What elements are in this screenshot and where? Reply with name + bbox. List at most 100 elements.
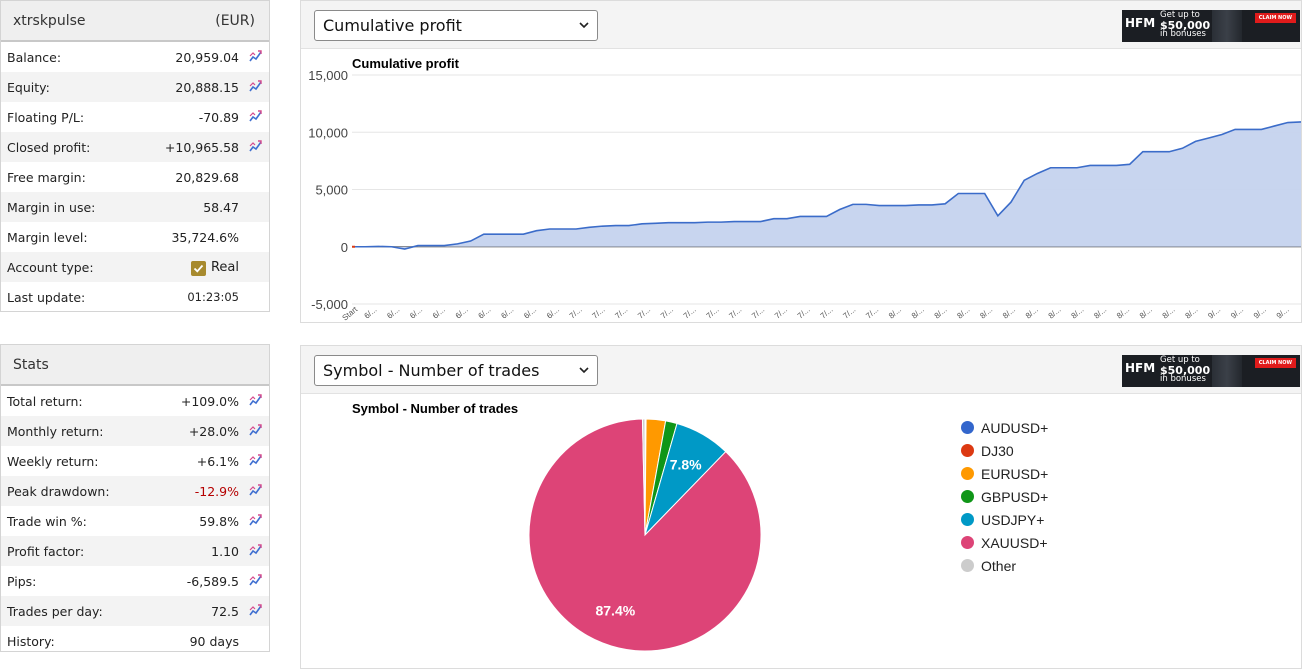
stat-row: Trade win %: 59.8%	[1, 506, 269, 536]
legend-label: USDJPY+	[981, 511, 1045, 528]
stat-row: Margin in use: 58.47	[1, 192, 269, 222]
ic-slot	[239, 423, 263, 440]
x-tick-label: 8/...	[933, 305, 949, 320]
ad-claim-button[interactable]: CLAIM NOW	[1254, 358, 1296, 368]
ad-line1: Get up to	[1160, 10, 1200, 20]
stat-row: Weekly return: +6.1%	[1, 446, 269, 476]
chart-pen-icon[interactable]	[249, 49, 263, 66]
x-tick-label: 6/...	[477, 305, 493, 320]
legend-item[interactable]: USDJPY+	[961, 508, 1048, 531]
legend-item[interactable]: GBPUSD+	[961, 485, 1048, 508]
y-tick-label: 5,000	[315, 183, 348, 198]
x-tick-label: 9/...	[1206, 305, 1222, 320]
stats-panel: Stats Total return: +109.0% Monthly return…	[0, 344, 270, 652]
ic-slot	[239, 483, 263, 500]
chart-type-select[interactable]: Cumulative profit	[314, 10, 598, 41]
stat-label: Balance:	[7, 49, 62, 65]
stat-row: Total return: +109.0%	[1, 386, 269, 416]
stat-value: 20,829.68	[175, 169, 239, 185]
chart-pen-icon[interactable]	[249, 513, 263, 530]
hfm-logo: HFM	[1125, 16, 1156, 30]
legend-label: DJ30	[981, 442, 1014, 459]
symbol-pie-chart: Symbol - Number of trades 7.8% 87.4%	[352, 401, 762, 652]
x-tick-label: 7/...	[705, 305, 721, 320]
chart-title: Cumulative profit	[352, 56, 460, 71]
ad-line2: $50,000	[1160, 363, 1211, 377]
hfm-ad-banner[interactable]: HFM Get up to $50,000 in bonuses CLAIM N…	[1122, 10, 1300, 42]
x-tick-label: 8/...	[955, 305, 971, 320]
legend-item[interactable]: DJ30	[961, 439, 1048, 462]
stat-row: Floating P/L: -70.89	[1, 102, 269, 132]
x-tick-label: 8/...	[978, 305, 994, 320]
x-tick-label: 8/...	[910, 305, 926, 320]
chart-pen-icon[interactable]	[249, 139, 263, 156]
x-tick-label: 6/...	[522, 305, 538, 320]
x-tick-label: 8/...	[1183, 305, 1199, 320]
stat-row: Balance: 20,959.04	[1, 42, 269, 72]
stat-value: 90 days	[189, 633, 239, 649]
stat-row: Account type: Real	[1, 252, 269, 282]
chart-title: Symbol - Number of trades	[352, 401, 518, 416]
ad-line1: Get up to	[1160, 355, 1200, 365]
stat-row: Peak drawdown: -12.9%	[1, 476, 269, 506]
ad-line3: in bonuses	[1160, 29, 1206, 39]
chart-pen-icon[interactable]	[249, 79, 263, 96]
stat-value: 1.10	[211, 543, 239, 559]
legend-swatch	[961, 536, 974, 549]
legend-item[interactable]: Other	[961, 554, 1048, 577]
account-currency: (EUR)	[215, 12, 255, 29]
chart-pen-icon[interactable]	[249, 453, 263, 470]
stat-value: +109.0%	[180, 393, 239, 409]
slice-label: 87.4%	[595, 603, 635, 619]
profit-area	[352, 121, 1301, 250]
hfm-logo: HFM	[1125, 361, 1156, 375]
cumulative-profit-chart: 15,000 10,000 5,000 0 -5,000 Cumulative profi…	[308, 56, 1302, 323]
ad-claim-button[interactable]: CLAIM NOW	[1254, 13, 1296, 23]
symbol-chart-panel: Symbol - Number of trades HFM Get up to …	[300, 345, 1302, 669]
legend-label: EURUSD+	[981, 465, 1049, 482]
x-tick-label: 7/...	[841, 305, 857, 320]
legend-item[interactable]: XAUUSD+	[961, 531, 1048, 554]
x-tick-label: 8/...	[1069, 305, 1085, 320]
stat-row: Monthly return: +28.0%	[1, 416, 269, 446]
stat-label: Last update:	[7, 289, 86, 305]
ic-slot	[239, 603, 263, 620]
chart-pen-icon[interactable]	[249, 423, 263, 440]
chart-pen-icon[interactable]	[249, 603, 263, 620]
stat-label: Total return:	[7, 393, 83, 409]
x-tick-label: 8/...	[1047, 305, 1063, 320]
x-tick-label: 9/...	[1252, 305, 1268, 320]
chart-pen-icon[interactable]	[249, 573, 263, 590]
ad-image	[1212, 10, 1242, 42]
x-tick-label: 7/...	[727, 305, 743, 320]
stat-label: Free margin:	[7, 169, 86, 185]
chart-pen-icon[interactable]	[249, 483, 263, 500]
legend-label: Other	[981, 557, 1017, 574]
stat-row: Margin level: 35,724.6%	[1, 222, 269, 252]
symbol-chart-select-value: Symbol - Number of trades	[323, 361, 540, 380]
stat-value: 72.5	[211, 603, 239, 619]
hfm-ad-banner[interactable]: HFM Get up to $50,000 in bonuses CLAIM N…	[1122, 355, 1300, 387]
symbol-chart-select[interactable]: Symbol - Number of trades	[314, 355, 598, 386]
legend-item[interactable]: AUDUSD+	[961, 416, 1048, 439]
account-panel: xtrskpulse (EUR) Balance: 20,959.04 Equity…	[0, 0, 270, 312]
ic-slot	[239, 109, 263, 126]
stat-value: -6,589.5	[186, 573, 239, 589]
x-tick-label: 6/...	[499, 305, 515, 320]
account-rows: Balance: 20,959.04 Equity: 20,888.15 Floatin…	[1, 42, 269, 312]
x-tick-label: 8/...	[1092, 305, 1108, 320]
stat-row: Closed profit: +10,965.58	[1, 132, 269, 162]
ic-slot	[239, 49, 263, 66]
x-tick-label: 8/...	[1138, 305, 1154, 320]
ic-slot	[239, 393, 263, 410]
chart-pen-icon[interactable]	[249, 393, 263, 410]
x-tick-label: 7/...	[568, 305, 584, 320]
chart-pen-icon[interactable]	[249, 109, 263, 126]
stat-row: Free margin: 20,829.68	[1, 162, 269, 192]
legend-swatch	[961, 513, 974, 526]
chart-pen-icon[interactable]	[249, 543, 263, 560]
x-tick-label: 6/...	[385, 305, 401, 320]
stat-label: Margin in use:	[7, 199, 96, 215]
legend-swatch	[961, 490, 974, 503]
legend-item[interactable]: EURUSD+	[961, 462, 1048, 485]
